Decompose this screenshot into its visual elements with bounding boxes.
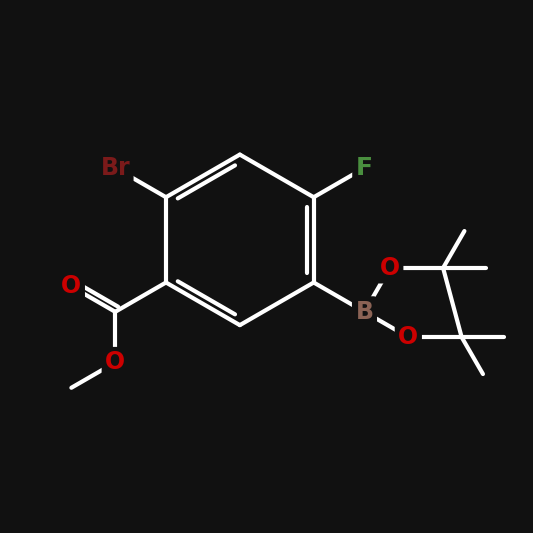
Text: O: O <box>398 325 418 349</box>
Text: O: O <box>105 350 125 375</box>
Text: B: B <box>356 300 374 324</box>
Text: F: F <box>356 156 373 180</box>
Text: Br: Br <box>100 156 130 180</box>
Text: O: O <box>61 274 82 298</box>
Text: O: O <box>379 256 400 280</box>
